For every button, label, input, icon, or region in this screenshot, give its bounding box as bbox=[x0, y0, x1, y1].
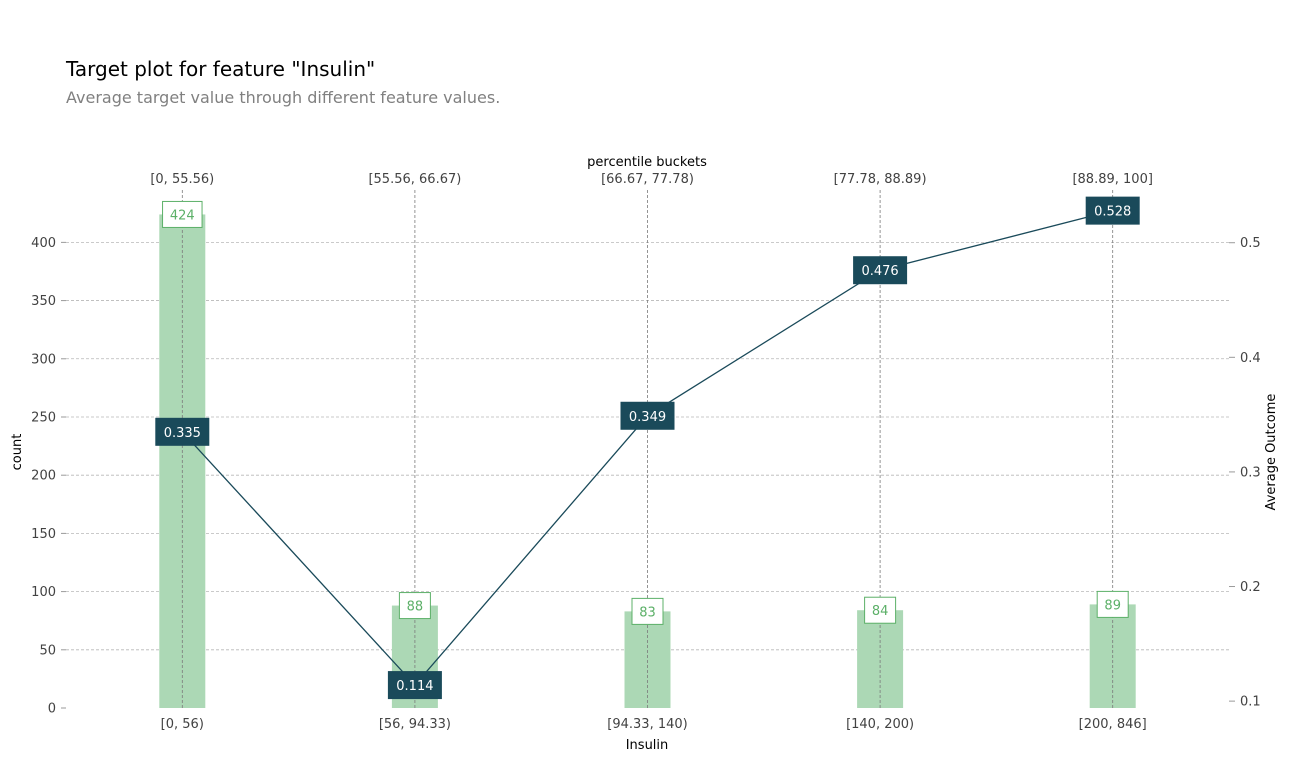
line-point-marker bbox=[155, 417, 210, 446]
bar-value-label: 424 bbox=[170, 208, 195, 223]
y-tick-label: 150 bbox=[31, 527, 56, 542]
line-point-marker bbox=[387, 671, 442, 700]
x-tick-label: [200, 846] bbox=[1079, 717, 1147, 732]
bar-value-box bbox=[631, 597, 664, 625]
bar-value-label: 83 bbox=[639, 605, 656, 620]
line-point-marker bbox=[620, 401, 675, 430]
y2-tick-label: 0.1 bbox=[1240, 695, 1261, 710]
top-tick-label: [0, 55.56) bbox=[150, 172, 214, 187]
y-tick-label: 250 bbox=[31, 410, 56, 425]
line-value-label: 0.528 bbox=[1094, 205, 1131, 220]
y-tick-label: 0 bbox=[48, 702, 56, 717]
y-tick-label: 200 bbox=[31, 469, 56, 484]
line-value-label: 0.335 bbox=[164, 426, 201, 441]
chart-subtitle: Average target value through different f… bbox=[66, 88, 500, 107]
x-tick-label: [140, 200) bbox=[846, 717, 914, 732]
bar-value-label: 89 bbox=[1104, 598, 1121, 613]
bar-value-box bbox=[398, 592, 431, 620]
line-point-marker bbox=[1085, 196, 1140, 225]
x-axis-label: Insulin bbox=[626, 738, 669, 753]
top-tick-label: [66.67, 77.78) bbox=[601, 172, 694, 187]
y2-tick-label: 0.4 bbox=[1240, 351, 1261, 366]
chart-title: Target plot for feature "Insulin" bbox=[65, 57, 375, 81]
x-tick-label: [56, 94.33) bbox=[379, 717, 451, 732]
y-tick-label: 400 bbox=[31, 236, 56, 251]
bar-value-box bbox=[162, 200, 203, 228]
x-tick-label: [0, 56) bbox=[161, 717, 204, 732]
line-value-label: 0.476 bbox=[861, 264, 898, 279]
bar-value-label: 84 bbox=[872, 604, 889, 619]
y2-axis-label: Average Outcome bbox=[1264, 394, 1279, 511]
y-tick-label: 350 bbox=[31, 294, 56, 309]
bar-value-label: 88 bbox=[407, 600, 424, 615]
line-value-label: 0.114 bbox=[396, 679, 433, 694]
plot-area: 0 50 100 150 200 250 300 350 400 0.1 0.2 0.3 0.4 0.5 [… bbox=[31, 172, 1261, 732]
line-value-label: 0.349 bbox=[629, 410, 666, 425]
bar-value-box bbox=[864, 596, 897, 624]
y2-tick-label: 0.3 bbox=[1240, 465, 1261, 480]
top-axis-label: percentile buckets bbox=[587, 155, 707, 170]
y2-tick-label: 0.2 bbox=[1240, 580, 1261, 595]
y-tick-label: 100 bbox=[31, 585, 56, 600]
y-axis-label: count bbox=[10, 434, 25, 471]
y-tick-label: 50 bbox=[39, 643, 56, 658]
x-tick-label: [94.33, 140) bbox=[607, 717, 687, 732]
y-tick-label: 300 bbox=[31, 352, 56, 367]
top-tick-label: [55.56, 66.67) bbox=[368, 172, 461, 187]
bar bbox=[857, 610, 904, 708]
bar-value-box bbox=[1096, 590, 1129, 618]
line-point-marker bbox=[853, 256, 908, 285]
top-tick-label: [88.89, 100] bbox=[1072, 172, 1152, 187]
top-tick-label: [77.78, 88.89) bbox=[834, 172, 927, 187]
y2-tick-label: 0.5 bbox=[1240, 236, 1261, 251]
